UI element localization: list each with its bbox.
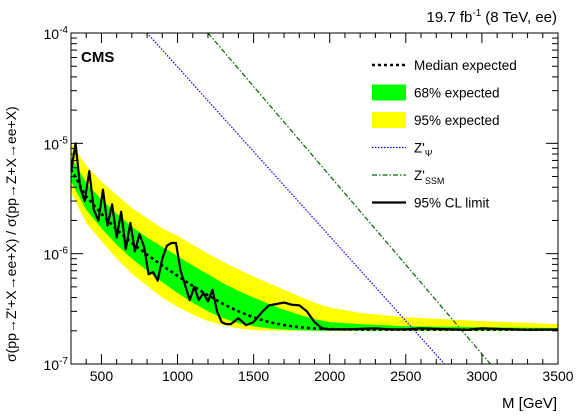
band-68-expected: [71, 157, 558, 331]
z-ssm-line: [207, 33, 492, 364]
legend-label: Median expected: [414, 58, 517, 73]
x-tick-label: 500: [90, 368, 114, 384]
legend-item-zpsi: Z'Ψ: [372, 141, 432, 159]
axis-ticks: [70, 32, 559, 365]
x-tick-label: 1500: [238, 368, 269, 384]
experiment-label: CMS: [81, 49, 114, 66]
z-psi-line: [146, 33, 446, 364]
legend-label-sub: SSM: [425, 176, 445, 186]
legend-label-sub: Ψ: [425, 149, 433, 159]
legend-label: 68% expected: [414, 86, 500, 101]
y-tick-exponent: -7: [59, 356, 68, 367]
y-tick-exponent: -6: [59, 246, 68, 257]
lumi-superscript: -1: [472, 8, 481, 19]
legend-swatch: [372, 112, 406, 128]
legend-swatch: [372, 84, 406, 101]
legend-label: 95% CL limit: [414, 196, 490, 211]
y-tick-base: 10: [44, 136, 60, 152]
y-tick-label: 10-7: [44, 356, 69, 373]
x-tick-label: 2000: [314, 368, 345, 384]
legend-label-main: Z': [414, 168, 425, 183]
y-tick-exponent: -4: [59, 25, 68, 36]
y-axis-label: σ(pp→Z'+X→ee+X) / σ(pp→Z+X→ee+X): [3, 106, 19, 362]
legend-label-main: 68% expected: [414, 86, 500, 101]
x-tick-label: 1000: [162, 368, 193, 384]
legend-item-band95: 95% expected: [372, 112, 500, 128]
legend-label-main: Z': [414, 141, 425, 156]
y-tick-base: 10: [44, 357, 60, 373]
observed-limit-line: [71, 142, 558, 331]
legend-item-observed: 95% CL limit: [372, 196, 490, 211]
axis-tick-labels: 500 1000 1500 2000 2500 3000 350010-710-610-51…: [44, 25, 574, 384]
lumi-value: 19.7 fb: [427, 9, 473, 26]
x-tick-label: 2500: [390, 368, 421, 384]
y-tick-base: 10: [44, 26, 60, 42]
legend-label-main: 95% expected: [414, 113, 500, 128]
y-tick-exponent: -5: [59, 135, 68, 146]
energy-label: (8 TeV, ee): [485, 9, 557, 26]
y-tick-label: 10-4: [44, 25, 69, 42]
legend-item-band68: 68% expected: [372, 84, 500, 101]
y-tick-label: 10-6: [44, 246, 69, 263]
legend-item-median: Median expected: [372, 58, 517, 73]
x-axis-label: M [GeV]: [502, 395, 557, 412]
luminosity-label: 19.7 fb-1 (8 TeV, ee): [427, 8, 558, 26]
y-tick-base: 10: [44, 247, 60, 263]
curves: [71, 33, 558, 364]
legend-label: Z'SSM: [414, 168, 444, 186]
y-tick-label: 10-5: [44, 135, 69, 152]
legend-label-main: Median expected: [414, 58, 517, 73]
legend: Median expected 68% expected 95% expected Z…: [372, 58, 517, 211]
legend-label: 95% expected: [414, 113, 500, 128]
legend-label: Z'Ψ: [414, 141, 432, 159]
expected-bands: [71, 143, 558, 331]
x-tick-label: 3000: [466, 368, 497, 384]
legend-item-zssm: Z'SSM: [372, 168, 444, 186]
legend-label-main: 95% CL limit: [414, 196, 490, 211]
x-tick-label: 3500: [542, 368, 573, 384]
